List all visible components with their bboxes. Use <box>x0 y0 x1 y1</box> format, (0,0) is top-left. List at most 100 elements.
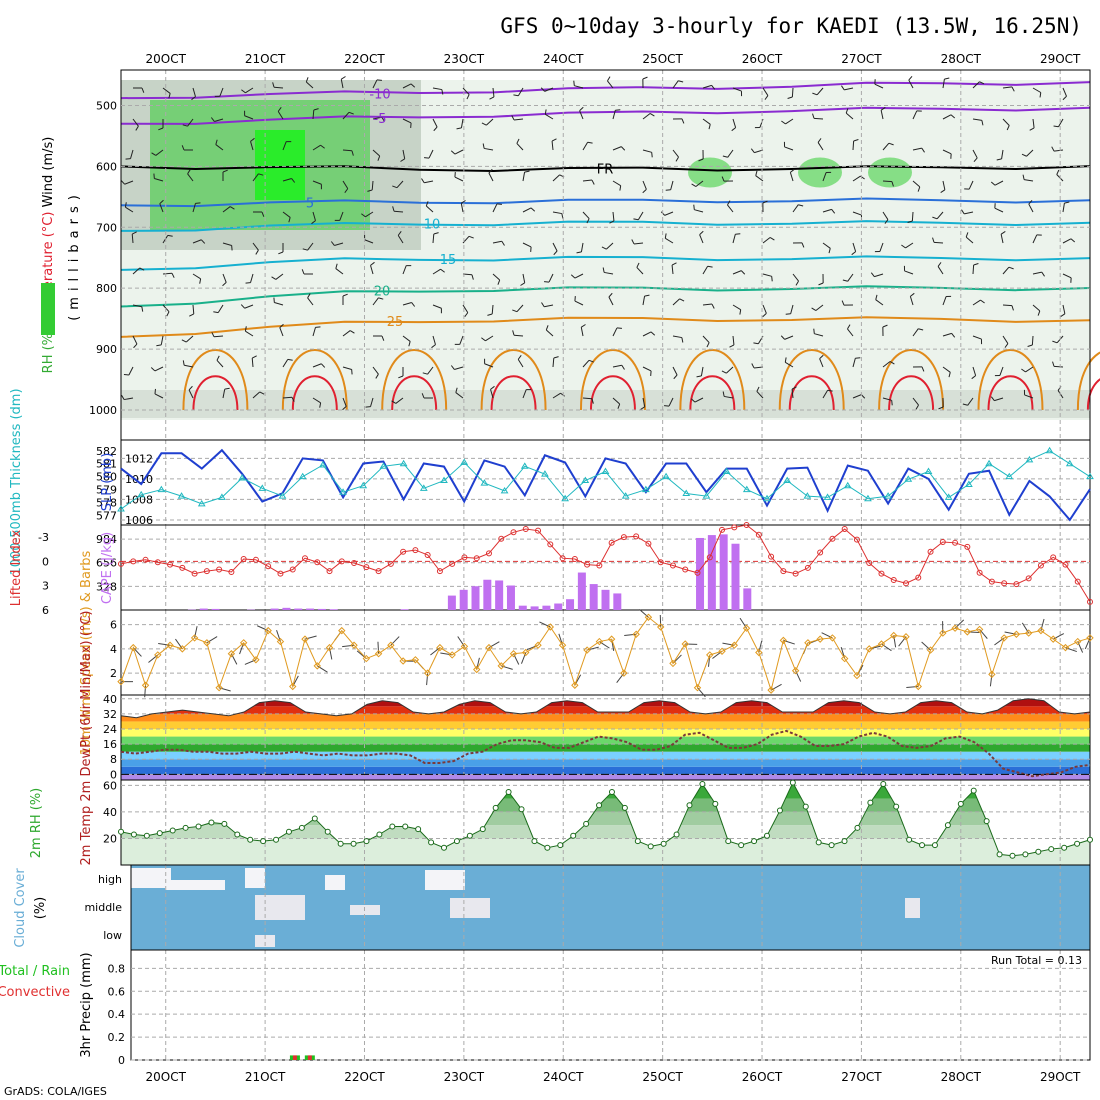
wind-barb-flag <box>168 93 171 99</box>
wind-barb-flag <box>1060 313 1066 317</box>
wind-barb <box>1026 149 1034 157</box>
isotherm--10 <box>120 81 1091 100</box>
wind-barb <box>124 397 134 401</box>
wind-barb <box>279 327 284 337</box>
wind-barb-flag <box>784 357 787 363</box>
wind-barb <box>312 397 321 404</box>
li-marker <box>608 539 615 546</box>
isotherm-30 <box>480 349 547 411</box>
wind-speed-marker <box>767 686 775 694</box>
temp-tick-label: 32 <box>103 708 117 721</box>
wind-barb <box>393 210 404 213</box>
wind-barb-flag <box>319 402 322 408</box>
temp-color-band <box>121 706 1090 714</box>
thickness-tick-label: 579 <box>96 484 117 497</box>
wind-barb <box>522 273 526 283</box>
wind-barb <box>252 391 261 399</box>
wind-barb <box>642 331 652 337</box>
wind-barb-flag <box>421 178 425 183</box>
li-marker <box>731 524 738 531</box>
wind-barb-flag <box>392 206 395 212</box>
li-marker <box>682 566 689 573</box>
wind-barb <box>552 174 560 182</box>
thickness-marker <box>682 489 691 497</box>
upper-air-axis-label: RH (%) Temperature (°C) Wind (m/s) <box>41 137 56 374</box>
wind-barb-flag <box>950 114 956 119</box>
wind-speed-marker <box>325 643 334 652</box>
wind-barb <box>342 366 352 370</box>
wind-barb-flag <box>721 176 725 182</box>
wind-barb-flag <box>780 335 786 340</box>
wind-barb-flag <box>681 337 684 343</box>
wind-barb-flag <box>481 337 486 342</box>
wind-barb-flag <box>150 367 156 372</box>
footer-credit: GrADS: COLA/IGES <box>4 1085 107 1098</box>
wind-barb <box>342 180 349 189</box>
wind-barb <box>402 265 407 275</box>
li-marker <box>387 560 394 567</box>
li-marker <box>252 556 259 563</box>
isotherm-25 <box>120 316 1091 338</box>
wind-barb <box>792 204 799 213</box>
wind-speed-marker <box>853 671 861 680</box>
wind-barb <box>282 178 292 182</box>
wind-barb-flag <box>167 234 173 237</box>
wind-barb-flag <box>889 361 895 365</box>
wind-barb-flag <box>971 375 976 380</box>
wind-barb <box>694 397 704 403</box>
wind-barb-flag <box>762 312 767 318</box>
wind-barb-flag <box>948 372 951 378</box>
wind-barb <box>397 235 404 244</box>
wind-barb <box>582 179 593 182</box>
wind-barb <box>490 389 494 399</box>
wind-barb <box>131 233 134 244</box>
wind-barb <box>455 392 464 399</box>
cloud-level-label: high <box>98 873 122 886</box>
wind-barb-flag <box>681 118 685 124</box>
wind-barb <box>544 304 554 308</box>
wind-barb <box>968 180 974 190</box>
wind-barb-flag <box>135 125 139 131</box>
cape-tick-label: 656 <box>96 557 117 570</box>
wind-barb <box>882 361 891 368</box>
li-marker <box>203 568 210 575</box>
wind-barb <box>882 211 889 220</box>
wind-barb <box>402 83 412 89</box>
wind-barb-flag <box>586 218 590 224</box>
wind-barb-flag <box>706 342 710 348</box>
wind-barb <box>1032 271 1042 275</box>
rh-marker <box>415 826 422 833</box>
wind-barb <box>312 180 322 185</box>
li-marker <box>498 535 505 542</box>
wind-barb <box>1062 87 1067 97</box>
wind-barb <box>671 264 674 275</box>
cloud-clear-patch <box>450 898 490 918</box>
rh-marker <box>324 828 331 835</box>
thickness-marker <box>298 472 307 480</box>
wind-barb <box>906 686 919 689</box>
wind-barb <box>1054 149 1064 152</box>
precip-tick-label: 0.4 <box>108 1008 126 1021</box>
slp-tick-label: 1008 <box>125 493 153 506</box>
wind-barb-flag <box>819 354 824 360</box>
wind-barb <box>904 270 914 275</box>
wind-barb-flag <box>1027 344 1033 347</box>
wind-barb-flag <box>211 332 215 338</box>
li-marker <box>522 526 529 533</box>
wind-barb <box>552 357 555 368</box>
wind-barb <box>668 397 674 407</box>
wind-barb <box>695 180 704 187</box>
y-tick-label: 800 <box>96 282 117 295</box>
cloud-axis-label: Cloud Cover <box>13 868 28 948</box>
wind-barb-flag <box>962 403 968 406</box>
wind-barb-flag <box>561 213 564 219</box>
wind-barb-flag <box>540 87 546 92</box>
wind-speed-marker <box>1024 629 1033 637</box>
wind-barb-flag <box>139 267 145 271</box>
isotherm-30 <box>778 349 845 411</box>
wind-barb-flag <box>644 294 650 297</box>
wind-barb <box>642 366 652 372</box>
rh-marker <box>996 851 1003 858</box>
rh-marker <box>1087 836 1093 843</box>
wind-barb-flag <box>481 122 487 126</box>
